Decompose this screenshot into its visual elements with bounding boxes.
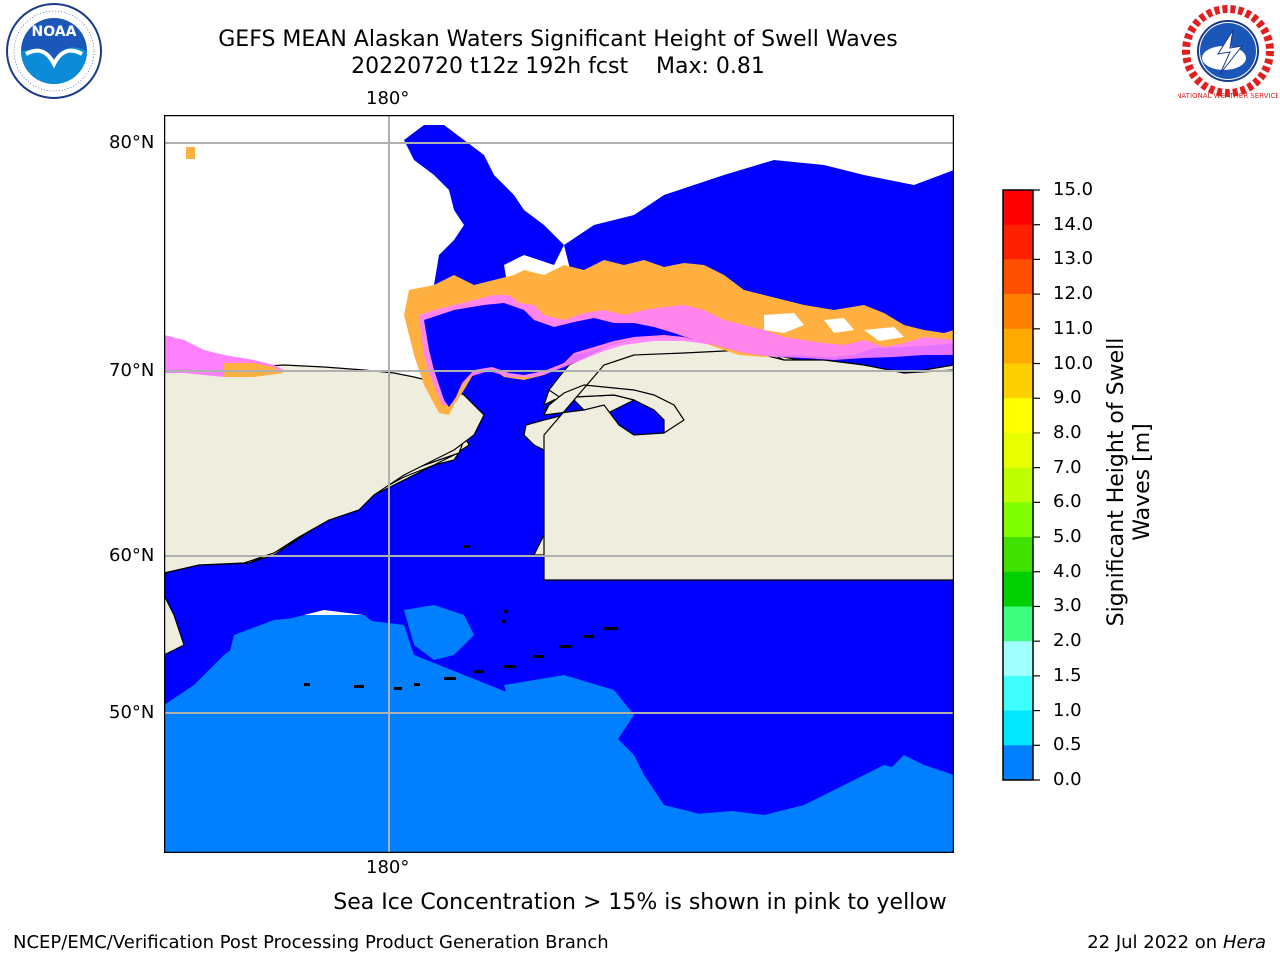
lon-label-top: 180° <box>366 88 410 109</box>
colorbar-title-line2: Waves [m] <box>1130 423 1155 541</box>
colorbar-segment <box>1003 641 1033 677</box>
sea-ice-pink-1 <box>419 295 954 405</box>
map-gridlines <box>164 115 954 853</box>
colorbar-tick-label: 10.0 <box>1053 352 1094 374</box>
sea-ice-spot <box>186 147 195 159</box>
colorbar-segment <box>1003 467 1033 503</box>
colorbar-title-line1: Significant Height of Swell <box>1104 337 1129 627</box>
nws-logo: NATIONAL WEATHER SERVICE <box>1178 5 1278 100</box>
colorbar-tick-label: 15.0 <box>1053 179 1094 200</box>
colorbar-segment <box>1003 432 1033 469</box>
colorbar-tick-label: 2.0 <box>1053 630 1082 652</box>
colorbar-tick-label: 4.0 <box>1053 560 1082 582</box>
footer-date-text: 22 Jul 2022 on <box>1087 932 1223 953</box>
swell-patch-2 <box>404 605 474 660</box>
noaa-logo: NOAA <box>6 3 102 99</box>
map-frame <box>164 115 954 853</box>
land-alaska-arctic <box>542 349 954 581</box>
colorbar-tick-label: 3.0 <box>1053 595 1082 617</box>
lat-label-50: 50°N <box>109 702 155 723</box>
colorbar-tick-label: 7.0 <box>1053 456 1082 478</box>
colorbar-tick-label: 8.0 <box>1053 421 1082 443</box>
colorbar-segment <box>1003 328 1033 365</box>
lat-label-60: 60°N <box>109 545 155 566</box>
swell-region-gulf <box>604 555 954 815</box>
sea-ice-ice-blue-cover <box>424 303 704 407</box>
nws-logo-text: NATIONAL WEATHER SERVICE <box>1178 92 1278 100</box>
swell-patch-1 <box>224 615 414 685</box>
colorbar-segment <box>1003 190 1033 226</box>
colorbar-tick-label: 11.0 <box>1053 317 1094 339</box>
colorbar-tick-label: 1.0 <box>1053 699 1082 721</box>
colorbar-segment <box>1003 398 1033 434</box>
colorbar <box>1002 189 1040 781</box>
colorbar-tick-label: 5.0 <box>1053 526 1082 548</box>
colorbar-title: Significant Height of Swell Waves [m] <box>1104 332 1156 632</box>
footer-machine: Hera <box>1222 932 1266 953</box>
colorbar-segment <box>1003 502 1033 538</box>
swell-region-south <box>164 690 954 853</box>
colorbar-tick-label: 0.5 <box>1053 734 1082 756</box>
plot-title: GEFS MEAN Alaskan Waters Significant Hei… <box>218 27 898 52</box>
colorbar-segment <box>1003 294 1033 330</box>
lon-label-bottom: 180° <box>366 857 410 878</box>
colorbar-tick-label: 1.5 <box>1053 664 1082 686</box>
colorbar-tick-label: 6.0 <box>1053 491 1082 513</box>
colorbar-tick-label: 13.0 <box>1053 248 1094 270</box>
colorbar-segment <box>1003 363 1033 399</box>
colorbar-segment <box>1003 537 1033 573</box>
land-russia-upper <box>164 364 485 574</box>
colorbar-tick-label: 0.0 <box>1053 769 1082 790</box>
map-panel <box>164 115 954 853</box>
lat-label-70: 70°N <box>109 360 155 381</box>
colorbar-tick-label: 9.0 <box>1053 387 1082 409</box>
sea-ice-white-holes <box>764 313 904 341</box>
colorbar-frame <box>1002 189 1034 781</box>
aleutian-islands <box>304 545 618 690</box>
colorbar-segment <box>1003 710 1033 746</box>
colorbar-tick-label: 12.0 <box>1053 283 1094 305</box>
colorbar-segment <box>1003 571 1033 607</box>
sea-ice-note: Sea Ice Concentration > 15% is shown in … <box>333 890 947 915</box>
footer-credit: NCEP/EMC/Verification Post Processing Pr… <box>13 932 609 953</box>
lat-label-80: 80°N <box>109 132 155 153</box>
colorbar-segment <box>1003 224 1033 260</box>
colorbar-segment <box>1003 745 1033 781</box>
colorbar-segment <box>1003 259 1033 295</box>
colorbar-tick-label: 14.0 <box>1053 213 1094 235</box>
footer-date: 22 Jul 2022 on Hera <box>1087 932 1266 953</box>
noaa-logo-text: NOAA <box>32 24 77 40</box>
plot-subtitle: 20220720 t12z 192h fcst Max: 0.81 <box>351 54 765 79</box>
colorbar-segment <box>1003 606 1033 642</box>
colorbar-segment <box>1003 675 1033 712</box>
